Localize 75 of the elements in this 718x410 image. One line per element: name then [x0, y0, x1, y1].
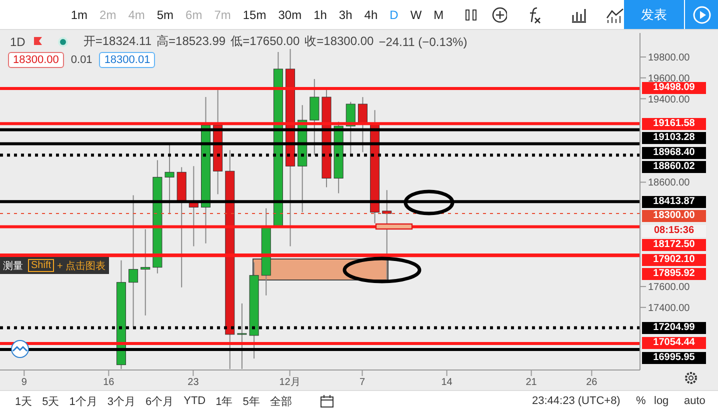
text: 1年 [216, 394, 233, 408]
candlestick [310, 78, 320, 156]
candlestick [382, 190, 392, 282]
y-tick-label: 19600.00 [648, 73, 690, 84]
x-tick-label: 26 [586, 377, 598, 388]
candlestick [140, 228, 150, 316]
text: YTD [184, 395, 206, 407]
x-tick-label: 16 [103, 377, 115, 388]
x-tick-label: 7 [359, 377, 366, 388]
text: 6个月 [146, 394, 174, 408]
candlestick [358, 96, 368, 153]
y-tick-label: 18600.00 [648, 178, 690, 189]
ref-line-label: 19498.09 [642, 82, 706, 94]
annotation: 0.01 [70, 54, 92, 66]
ref-line-label: 17204.99 [642, 322, 706, 334]
ref-line-label: 17902.10 [642, 254, 706, 266]
text: % [636, 395, 646, 407]
text: 6m [186, 8, 202, 22]
text: 5天 [42, 394, 60, 408]
ref-line-label: 18172.50 [642, 239, 706, 252]
text: 1天 [15, 394, 32, 408]
annotation: 收=18300.00 [304, 33, 374, 50]
text: 4h [364, 8, 378, 22]
annotation: 测量 [3, 260, 23, 272]
ref-line-label: 18860.02 [642, 161, 706, 174]
annotation: −24.11 (−0.13%) [378, 34, 468, 48]
text: log [654, 395, 669, 407]
x-tick-label: 12月 [279, 377, 300, 388]
text: 3个月 [107, 394, 136, 408]
y-tick-label: 17400.00 [648, 302, 690, 314]
x-tick-label: 21 [526, 377, 538, 388]
text: M [434, 8, 444, 22]
text: 全部 [270, 394, 292, 408]
ref-line-label: 17895.92 [642, 268, 706, 280]
text: 08:15:36 [642, 224, 706, 237]
candlestick [237, 302, 247, 370]
text: 1个月 [69, 394, 98, 408]
ref-line-label: 16995.95 [642, 352, 706, 364]
text: 1h [314, 8, 327, 22]
annotation: Shift [28, 259, 54, 272]
ref-line-label: 19161.58 [642, 118, 706, 130]
text: 30m [278, 8, 302, 22]
annotation: 低=17650.00 [230, 33, 300, 50]
annotation: 1D [10, 34, 26, 48]
text: 4m [128, 8, 145, 22]
candlestick [128, 194, 138, 328]
ref-line-label: 18413.87 [642, 196, 706, 208]
ref-line-label: 17054.44 [642, 337, 706, 350]
annotation: + 点击图表 [57, 260, 106, 272]
x-tick-label: 9 [21, 377, 28, 388]
text: 5m [156, 8, 174, 22]
text: 7m [214, 8, 231, 22]
annotation: 高=18523.99 [156, 33, 226, 50]
text: auto [684, 395, 706, 407]
text: D [390, 8, 398, 22]
x-tick-label: 23 [188, 377, 200, 388]
text: 23:44:23 (UTC+8) [532, 395, 620, 407]
ref-line-label: 19103.28 [642, 132, 706, 144]
annotation: 18300.01 [99, 52, 156, 68]
text: 1m [70, 8, 88, 22]
text: 2m [100, 8, 116, 22]
text: 3h [338, 8, 352, 22]
y-tick-label: 19400.00 [648, 94, 690, 106]
text: W [410, 8, 422, 22]
text: 5年 [242, 394, 260, 408]
ref-line-label: 18968.40 [642, 146, 706, 159]
text: 15m [242, 8, 266, 22]
ref-line-label: 18300.00 [642, 210, 706, 222]
annotation: 18300.00 [8, 52, 64, 68]
candlestick [164, 144, 174, 215]
y-tick-label: 19800.00 [648, 52, 690, 64]
x-tick-label: 14 [441, 377, 453, 388]
y-tick-label: 17600.00 [648, 282, 690, 294]
annotation: 开=18324.11 [83, 33, 152, 50]
text: 发表 [641, 6, 667, 24]
